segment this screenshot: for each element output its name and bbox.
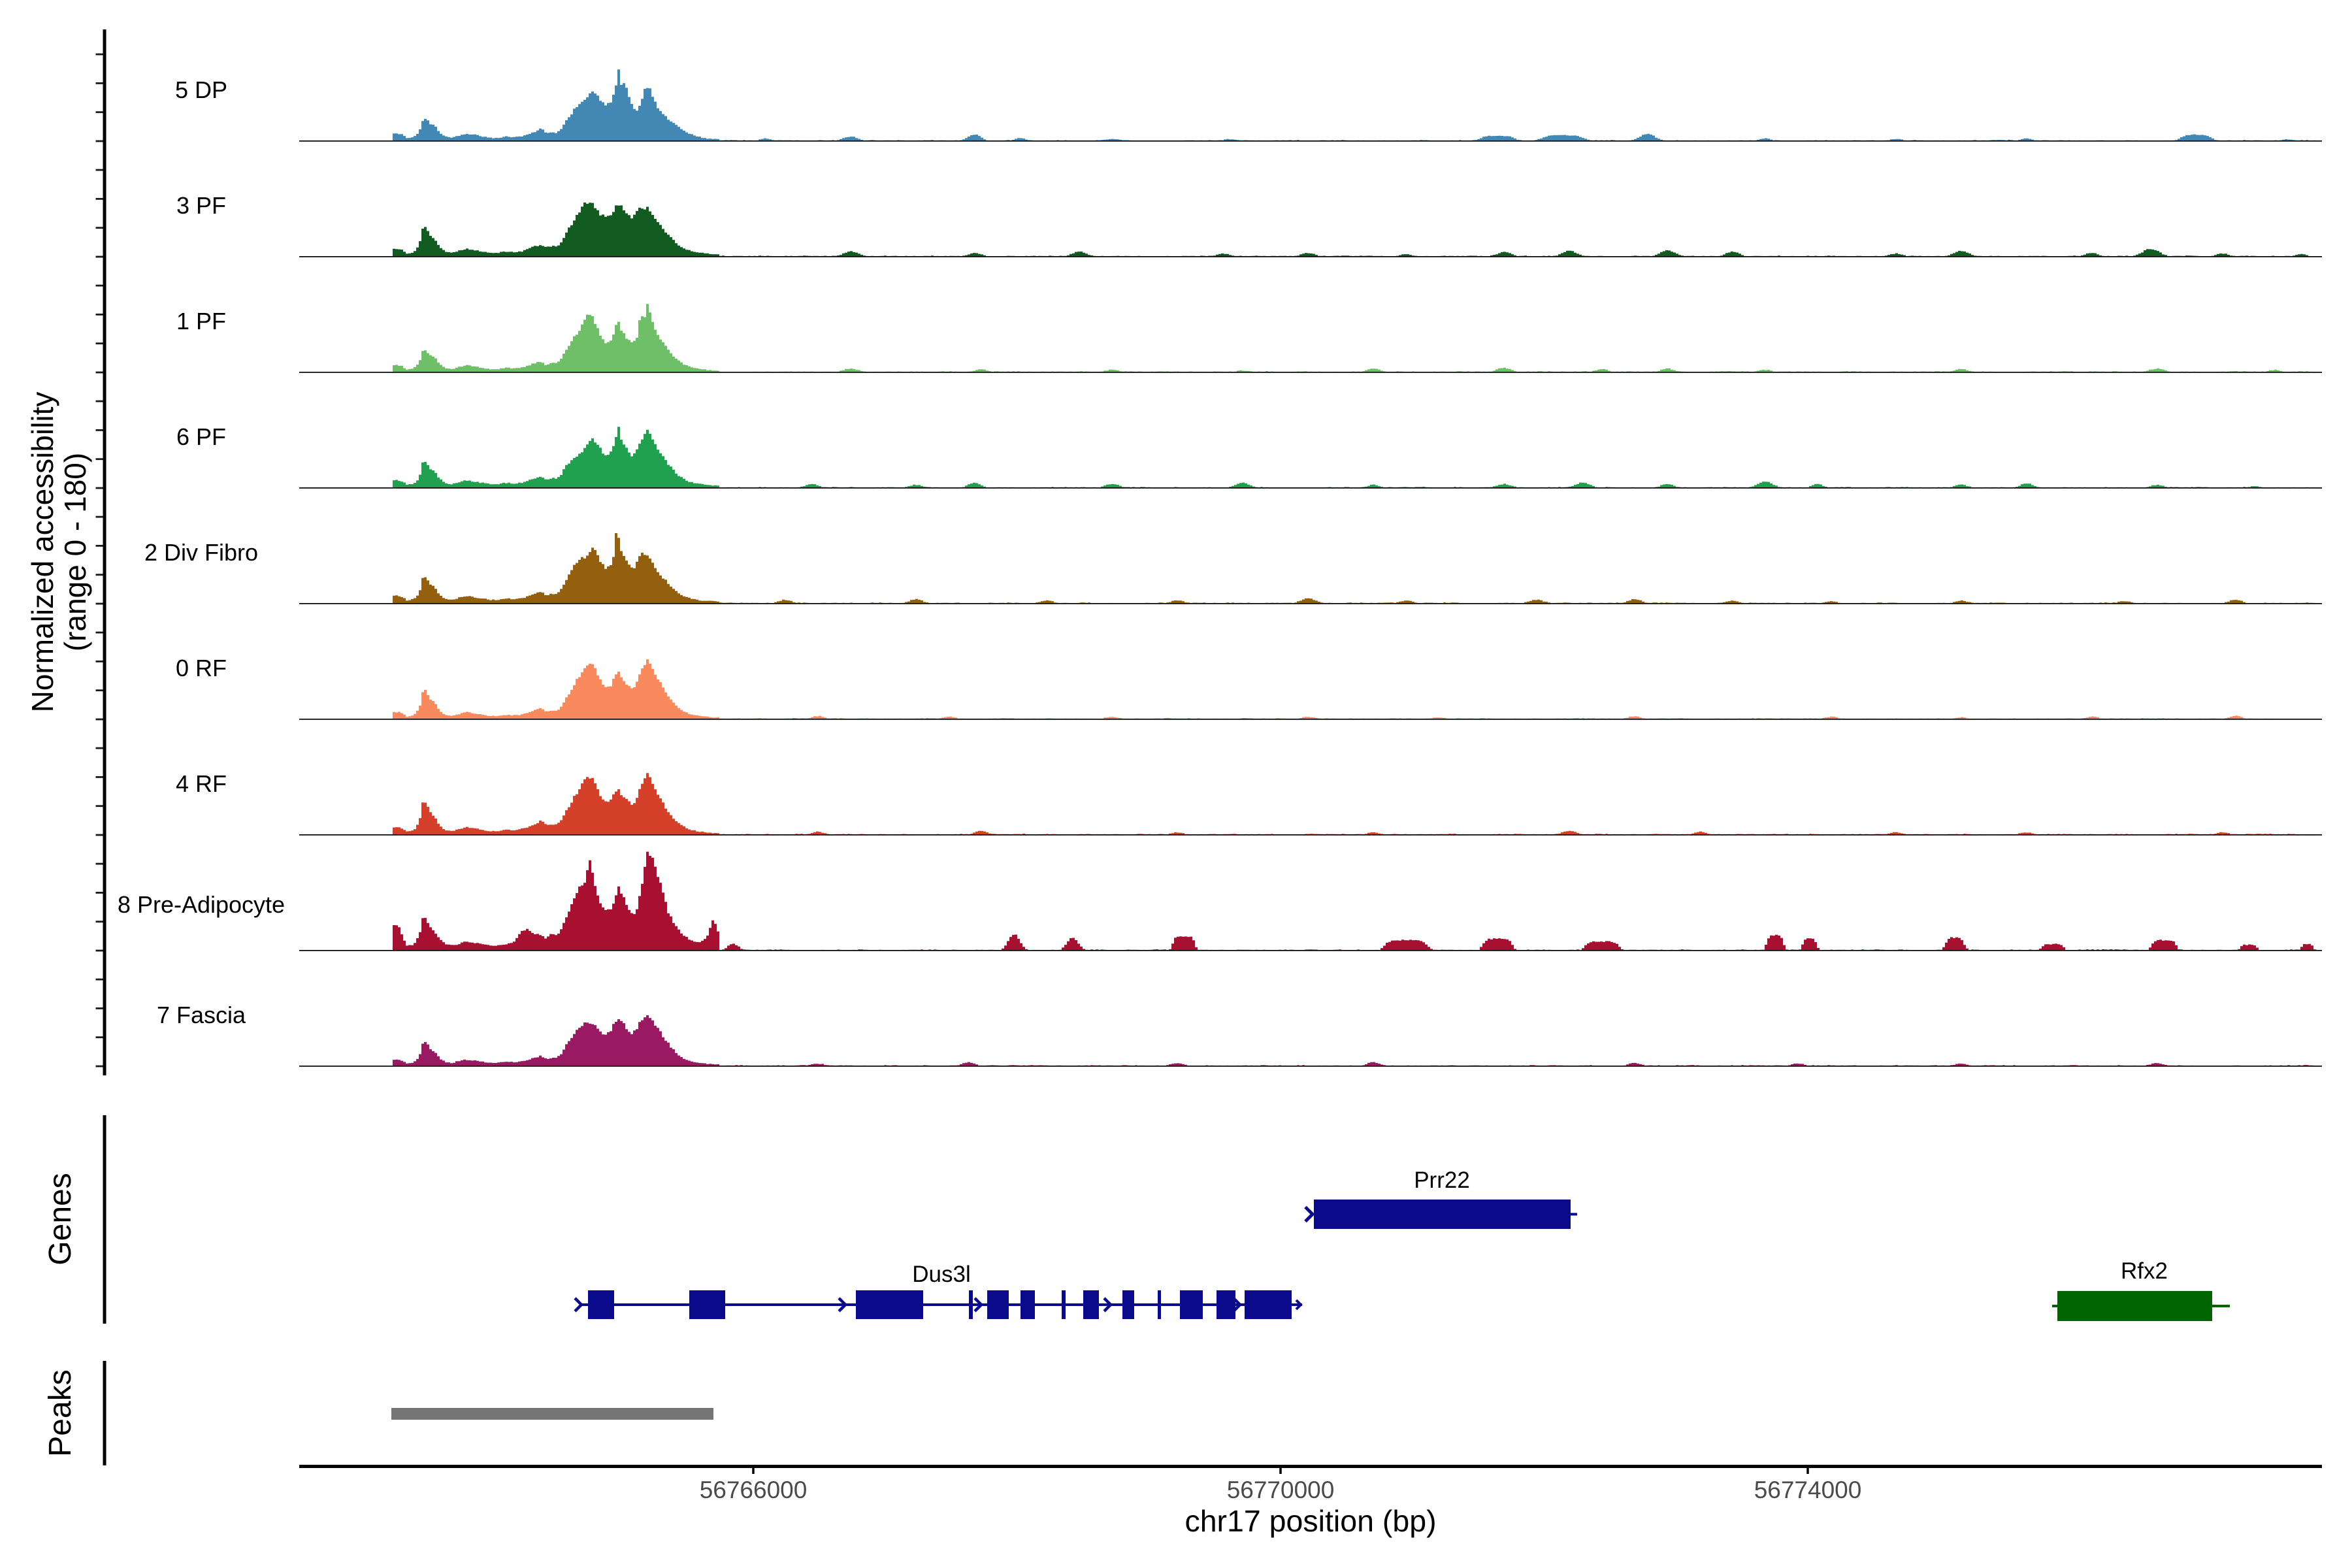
svg-text:Peaks: Peaks	[43, 1369, 78, 1456]
svg-text:56766000: 56766000	[700, 1477, 808, 1503]
svg-text:Prr22: Prr22	[1414, 1168, 1470, 1193]
svg-text:chr17 position (bp): chr17 position (bp)	[1184, 1504, 1436, 1538]
svg-text:1 PF: 1 PF	[176, 308, 226, 335]
svg-text:3 PF: 3 PF	[176, 192, 226, 219]
svg-text:Dus3l: Dus3l	[912, 1262, 970, 1287]
svg-text:2 Div Fibro: 2 Div Fibro	[144, 539, 258, 566]
svg-text:(range 0 - 180): (range 0 - 180)	[58, 453, 92, 651]
svg-text:8 Pre-Adipocyte: 8 Pre-Adipocyte	[118, 891, 285, 918]
svg-text:0 RF: 0 RF	[176, 655, 227, 681]
svg-text:Normalized accessibility: Normalized accessibility	[25, 392, 59, 713]
svg-text:6 PF: 6 PF	[176, 423, 226, 450]
svg-text:7 Fascia: 7 Fascia	[157, 1002, 246, 1028]
svg-text:Rfx2: Rfx2	[2121, 1258, 2168, 1284]
svg-text:Genes: Genes	[43, 1173, 78, 1265]
svg-text:56774000: 56774000	[1754, 1477, 1862, 1503]
svg-text:5 DP: 5 DP	[175, 76, 227, 103]
svg-text:56770000: 56770000	[1227, 1477, 1335, 1503]
svg-text:4 RF: 4 RF	[176, 770, 227, 797]
